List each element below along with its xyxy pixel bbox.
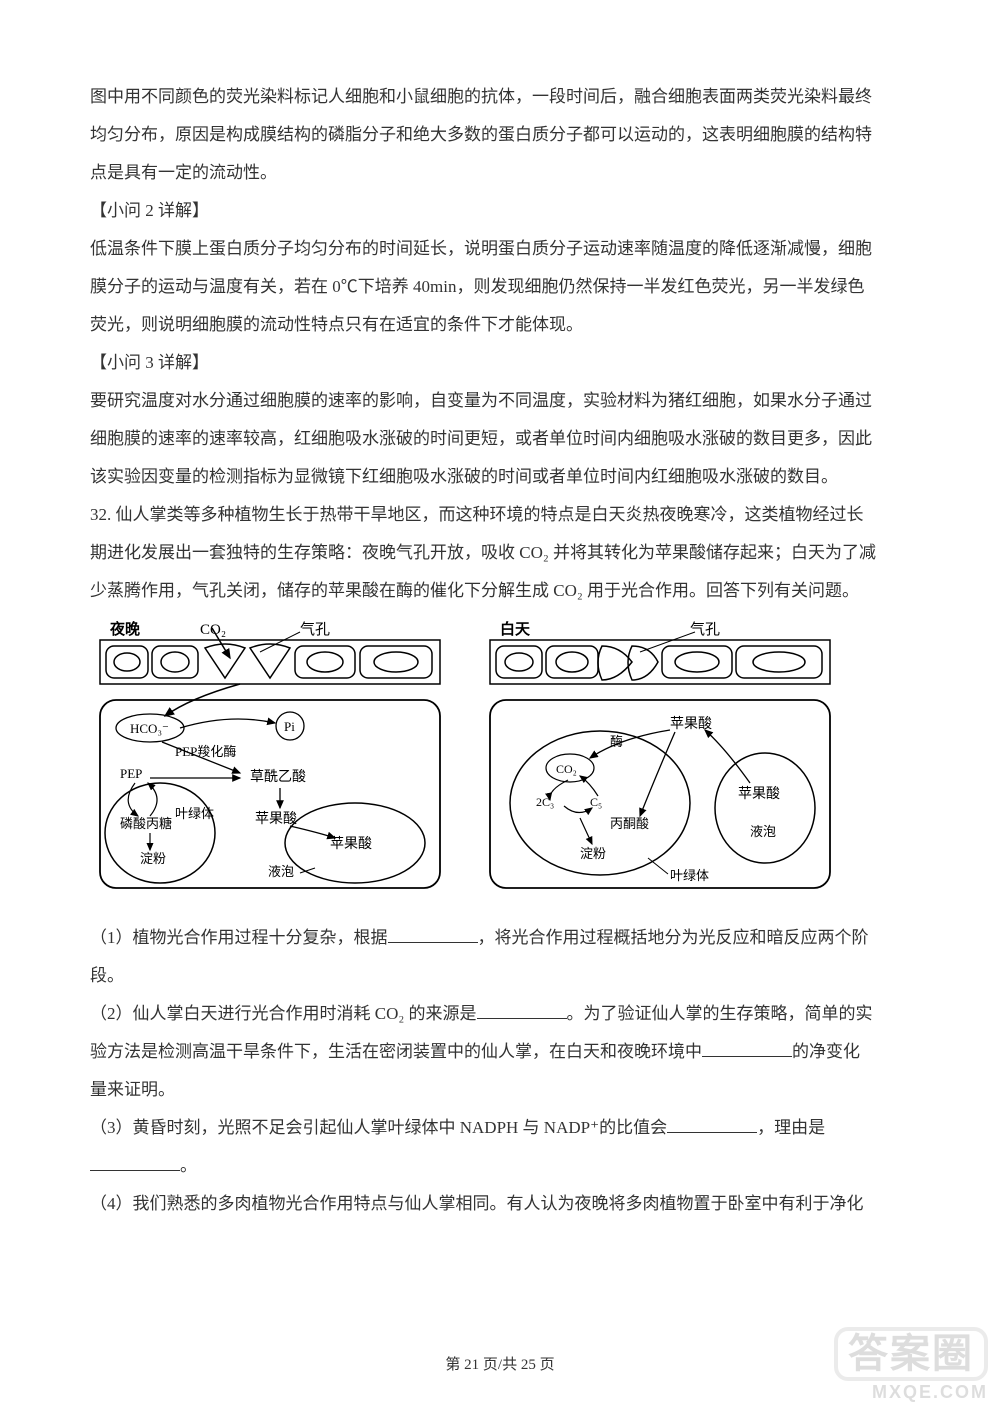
label-pep: PEP: [120, 766, 142, 781]
label-stomata-right: 气孔: [690, 621, 720, 638]
q32-3a-text: （3）黄昏时刻，光照不足会引起仙人掌叶绿体中 NADPH 与 NADP⁺的比值会: [90, 1118, 667, 1137]
label-day: 白天: [500, 620, 531, 638]
heading-sub3: 【小问 3 详解】: [90, 346, 910, 380]
para-2a: 低温条件下膜上蛋白质分子均匀分布的时间延长，说明蛋白质分子运动速率随温度的降低逐…: [90, 232, 910, 266]
q32-3: （3）黄昏时刻，光照不足会引起仙人掌叶绿体中 NADPH 与 NADP⁺的比值会…: [90, 1111, 910, 1145]
q32-2: （2）仙人掌白天进行光合作用时消耗 CO₂ 的来源是 。为了验证仙人掌的生存策略，…: [90, 997, 910, 1031]
para-3b: 细胞膜的速率的速率较高，红细胞吸水涨破的时间更短，或者单位时间内细胞吸水涨破的数…: [90, 422, 910, 456]
label-starch-right: 淀粉: [580, 846, 606, 861]
diagram-biology: 夜晚 CO₂ 气孔: [90, 618, 910, 903]
q32-line-c: 少蒸腾作用，气孔关闭，储存的苹果酸在酶的催化下分解生成 CO₂ 用于光合作用。回…: [90, 574, 910, 608]
q32-1: （1）植物光合作用过程十分复杂，根据 ，将光合作用过程概括地分为光反应和暗反应两个…: [90, 921, 910, 955]
heading-sub2: 【小问 2 详解】: [90, 194, 910, 228]
q32-2c-line: 验方法是检测高温干旱条件下，生活在密闭装置中的仙人掌，在白天和夜晚环境中 的净变化: [90, 1035, 910, 1069]
label-malate-right: 苹果酸: [670, 716, 712, 732]
label-co2-right: CO₂: [556, 762, 577, 776]
label-malate-vac-right: 苹果酸: [738, 786, 780, 802]
label-vacuole-left: 液泡: [268, 864, 294, 879]
diagram-svg: 夜晚 CO₂ 气孔: [90, 618, 850, 898]
label-malate: 苹果酸: [255, 811, 297, 827]
blank-1[interactable]: [388, 927, 478, 943]
label-night: 夜晚: [109, 620, 140, 638]
page: 图中用不同颜色的荧光染料标记人细胞和小鼠细胞的抗体，一段时间后，融合细胞表面两类…: [0, 0, 1000, 1414]
watermark-big: 答案圈: [834, 1327, 988, 1381]
label-triose: 磷酸丙糖: [120, 816, 172, 831]
para-3c: 该实验因变量的检测指标为显微镜下红细胞吸水涨破的时间或者单位时间内红细胞吸水涨破…: [90, 460, 910, 494]
para-1a: 图中用不同颜色的荧光染料标记人细胞和小鼠细胞的抗体，一段时间后，融合细胞表面两类…: [90, 80, 910, 114]
label-pi: Pi: [284, 719, 295, 734]
q32-line-b: 期进化发展出一套独特的生存策略：夜晚气孔开放，吸收 CO₂ 并将其转化为苹果酸储…: [90, 536, 910, 570]
blank-3[interactable]: [702, 1041, 792, 1057]
para-2c: 荧光，则说明细胞膜的流动性特点只有在适宜的条件下才能体现。: [90, 308, 910, 342]
label-malate-vac-left: 苹果酸: [330, 836, 372, 852]
q32-2e: 量来证明。: [90, 1073, 910, 1107]
label-pyruvate: 丙酮酸: [610, 816, 649, 831]
q32-2b-text: 。为了验证仙人掌的生存策略，简单的实: [567, 1004, 873, 1023]
q32-3b-text: ，理由是: [757, 1118, 825, 1137]
para-3a: 要研究温度对水分通过细胞膜的速率的影响，自变量为不同温度，实验材料为猪红细胞，如…: [90, 384, 910, 418]
q32-2c-text: 验方法是检测高温干旱条件下，生活在密闭装置中的仙人掌，在白天和夜晚环境中: [90, 1042, 702, 1061]
q32-3c-line: 。: [90, 1149, 910, 1183]
label-vacuole-right: 液泡: [750, 824, 776, 839]
right-panel: 白天 气孔: [490, 620, 830, 888]
para-2b: 膜分子的运动与温度有关，若在 0℃下培养 40min，则发现细胞仍然保持一半发红…: [90, 270, 910, 304]
q32-2d-text: 的净变化: [792, 1042, 860, 1061]
q32-1b-text: ，将光合作用过程概括地分为光反应和暗反应两个阶: [478, 928, 869, 947]
q32-1a-text: （1）植物光合作用过程十分复杂，根据: [90, 928, 388, 947]
q32-line-a: 32. 仙人掌类等多种植物生长于热带干旱地区，而这种环境的特点是白天炎热夜晚寒冷…: [90, 498, 910, 532]
q32-3c-text: 。: [180, 1156, 197, 1175]
para-1c: 点是具有一定的流动性。: [90, 156, 910, 190]
q32-1c: 段。: [90, 959, 910, 993]
watermark: 答案圈 MXQE.COM: [834, 1327, 988, 1402]
q32-2a-text: （2）仙人掌白天进行光合作用时消耗 CO₂ 的来源是: [90, 1004, 477, 1023]
label-hco3: HCO₃⁻: [130, 721, 169, 736]
watermark-small: MXQE.COM: [834, 1383, 988, 1402]
label-starch-left: 淀粉: [140, 851, 166, 866]
label-oaa: 草酰乙酸: [250, 769, 306, 785]
blank-4[interactable]: [667, 1117, 757, 1133]
label-chloroplast-left: 叶绿体: [175, 806, 214, 821]
label-c3: 2C₃: [536, 795, 554, 809]
blank-2[interactable]: [477, 1003, 567, 1019]
label-c5: C₅: [590, 795, 602, 809]
para-1b: 均匀分布，原因是构成膜结构的磷脂分子和绝大多数的蛋白质分子都可以运动的，这表明细…: [90, 118, 910, 152]
blank-5[interactable]: [90, 1155, 180, 1171]
label-chloroplast-right: 叶绿体: [670, 868, 709, 883]
label-stomata-left: 气孔: [300, 621, 330, 638]
q32-4: （4）我们熟悉的多肉植物光合作用特点与仙人掌相同。有人认为夜晚将多肉植物置于卧室…: [90, 1187, 910, 1221]
left-panel: 夜晚 CO₂ 气孔: [100, 620, 440, 888]
